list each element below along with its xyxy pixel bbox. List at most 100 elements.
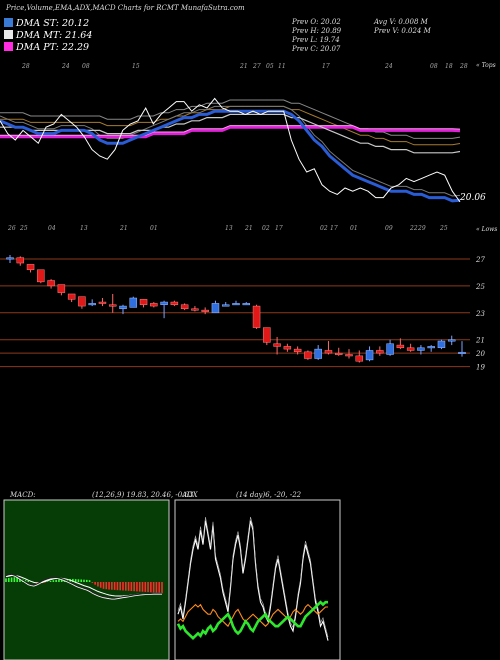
candle-down — [201, 309, 209, 312]
candle-down — [273, 343, 281, 347]
candle-down — [293, 348, 302, 353]
candle-tick-label: 27 — [475, 256, 485, 264]
adx-line-shadow — [177, 516, 329, 638]
top-date-label: 18 — [445, 63, 453, 70]
candle-up — [232, 303, 240, 306]
stat-prev-low: Prev L: 19.74 — [292, 36, 340, 44]
bottom-date-label: 17 — [330, 225, 338, 232]
legend-dma-mt: DMA MT: 21.64 — [4, 30, 92, 41]
candle-down — [67, 293, 76, 300]
top-date-label: 15 — [132, 63, 140, 70]
candle-down — [396, 344, 405, 349]
bottom-date-label: 22 — [409, 225, 418, 232]
pt-label: DMA PT: 22.29 — [16, 42, 90, 53]
candle-up — [447, 339, 456, 342]
top-date-label: 08 — [82, 63, 90, 70]
candle-down — [26, 264, 35, 271]
stat-prev-close: Prev C: 20.07 — [292, 45, 341, 53]
top-date-label: 24 — [61, 63, 70, 70]
candle-down — [47, 280, 55, 287]
bottom-date-label: 21 — [119, 225, 128, 232]
candle-down — [150, 303, 158, 307]
candle-down — [98, 301, 107, 304]
candle-down — [324, 350, 333, 354]
candle-down — [191, 308, 199, 311]
bottom-date-label: 01 — [350, 225, 358, 232]
top-date-label: 08 — [430, 63, 438, 70]
candle-tick-label: 21 — [475, 337, 485, 345]
candle-up — [242, 303, 251, 306]
last-price-label: 20.06 — [460, 193, 486, 203]
top-date-label: 17 — [322, 63, 330, 70]
candle-down — [406, 347, 415, 351]
candle-tick-label: 23 — [475, 310, 485, 318]
candle-up — [437, 340, 446, 349]
candle-down — [139, 299, 148, 305]
bottom-date-label: 02 — [262, 225, 270, 232]
candle-up — [129, 297, 138, 308]
bottom-date-label: 17 — [275, 225, 283, 232]
pt-swatch — [4, 42, 13, 51]
candle-down — [37, 269, 45, 283]
bottom-date-label: 21 — [244, 225, 253, 232]
candle-up — [386, 343, 394, 355]
legend-dma-st: DMA ST: 20.12 — [4, 18, 89, 29]
di-minus-line — [177, 603, 328, 628]
candle-down — [180, 304, 189, 310]
stat-prev-high: Prev H: 20.89 — [292, 27, 342, 35]
candle-down — [108, 304, 117, 307]
macd-title: MACD: — [10, 491, 36, 499]
candle-up — [88, 303, 96, 306]
top-date-label: 05 — [266, 63, 274, 70]
candle-down — [252, 305, 261, 328]
candle-up — [221, 304, 230, 307]
ema-st-line — [0, 109, 461, 203]
top-date-label: 11 — [278, 63, 286, 70]
bottom-date-label: 02 — [320, 225, 328, 232]
bottom-date-label: 01 — [150, 225, 158, 232]
candle-tick-label: 20 — [475, 350, 485, 358]
macd-line-outline — [5, 574, 162, 600]
stat-prev-open: Prev O: 20.02 — [292, 18, 341, 26]
bottom-date-label: 04 — [48, 225, 56, 232]
legend-dma-pt: DMA PT: 22.29 — [4, 42, 89, 53]
chart-title: Price,Volume,EMA,ADX,MACD Charts for RCM… — [6, 4, 245, 12]
candle-up — [365, 350, 374, 361]
candle-down — [78, 296, 86, 307]
candle-down — [304, 351, 312, 359]
candle-down — [283, 346, 292, 350]
candle-up — [211, 303, 220, 314]
di-plus-line — [176, 600, 328, 641]
candle-down — [334, 352, 343, 355]
candle-down — [170, 301, 179, 305]
top-date-label: 21 — [239, 63, 248, 70]
candle-down — [16, 257, 25, 264]
candle-up — [458, 351, 466, 354]
candle-down — [355, 355, 364, 362]
candle-up — [417, 347, 425, 351]
lows-label: « Lows — [476, 226, 498, 233]
candle-up — [427, 346, 435, 349]
bottom-date-label: 26 — [7, 225, 16, 232]
tops-label: « Tops — [476, 62, 496, 69]
adx-params: (14 day)6, -20, -22 — [236, 491, 302, 499]
bottom-date-label: 25 — [19, 225, 28, 232]
adx-title: ADX — [182, 491, 198, 499]
ema-band-gray-line — [0, 99, 461, 139]
candle-down — [376, 350, 384, 354]
candle-tick-label: 25 — [475, 283, 485, 291]
ema-pt-line — [0, 125, 461, 139]
ema-dotted-line — [0, 105, 461, 197]
stat-avg-volume: Avg V: 0.008 M — [374, 18, 428, 26]
macd-line — [5, 573, 162, 599]
candle-up — [6, 257, 14, 260]
bottom-date-label: 13 — [80, 225, 88, 232]
st-swatch — [4, 18, 13, 27]
candle-down — [57, 284, 66, 293]
candle-up — [160, 301, 168, 305]
price-line — [0, 97, 461, 203]
bottom-date-label: 25 — [439, 225, 448, 232]
candle-down — [263, 327, 271, 343]
candle-tick-label: 19 — [476, 364, 485, 372]
